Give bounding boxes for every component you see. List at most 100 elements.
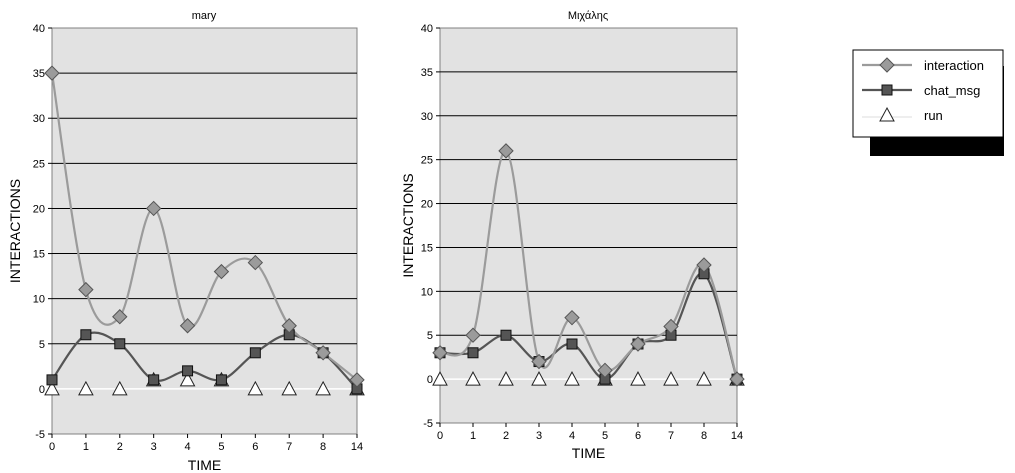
point-run-4 <box>564 371 580 386</box>
point-interaction-2 <box>112 309 128 325</box>
x-tick-label: 4 <box>569 430 575 442</box>
point-chat_msg-3 <box>148 374 160 386</box>
y-tick-label: 5 <box>39 339 45 351</box>
y-tick-label: 0 <box>427 374 433 386</box>
point-interaction-2 <box>498 143 514 159</box>
point-interaction-14 <box>729 371 745 387</box>
x-tick-label: 1 <box>83 441 89 453</box>
chart-mary: -5 0 5 10 15 20 25 30 35 40 0 1 2 3 4 5 6 7 8 14 mary TIME INT… <box>7 10 365 473</box>
point-interaction-6 <box>247 254 264 271</box>
x-tick-label: 0 <box>49 441 55 453</box>
legend-marker-chat_msg <box>881 84 893 96</box>
point-run-6 <box>247 380 264 396</box>
x-tick-label: 5 <box>602 430 608 442</box>
y-axis-label: INTERACTIONS <box>7 179 23 283</box>
x-tick-label: 5 <box>218 441 224 453</box>
y-tick-label: 30 <box>421 111 433 123</box>
series-line-chat_msg <box>439 272 739 381</box>
chart-title: Μιχάλης <box>568 10 608 22</box>
x-tick-label: 14 <box>351 441 363 453</box>
x-tick-label: 1 <box>470 430 476 442</box>
point-run-3 <box>531 371 547 386</box>
legend-marker-run <box>879 106 895 122</box>
point-interaction-3 <box>145 200 162 217</box>
y-tick-label: -5 <box>423 418 433 430</box>
x-tick-label: 3 <box>151 441 157 453</box>
point-run-1 <box>78 380 94 396</box>
point-run-2 <box>498 371 514 386</box>
y-tick-label: 15 <box>33 249 45 261</box>
y-tick-label: 35 <box>33 68 45 80</box>
x-tick-label: 8 <box>320 441 326 453</box>
point-run-8 <box>696 371 712 386</box>
x-tick-label: 7 <box>286 441 292 453</box>
point-chat_msg-0 <box>46 374 58 386</box>
y-tick-label: 20 <box>33 203 45 215</box>
y-tick-label: 25 <box>421 155 433 167</box>
legend-label-run: run <box>924 108 943 123</box>
x-tick-label: 0 <box>437 430 443 442</box>
x-tick-label: 6 <box>635 430 641 442</box>
point-interaction-14 <box>349 372 365 388</box>
chart-michalis: -5 0 5 10 15 20 25 30 35 40 0 1 2 3 4 5 6 7 8 14 Μιχάλης TIME… <box>400 10 745 461</box>
point-run-6 <box>630 371 646 386</box>
point-run-7 <box>663 371 679 386</box>
y-tick-label: 10 <box>421 286 433 298</box>
legend-label-chat_msg: chat_msg <box>924 83 980 98</box>
y-tick-label: 15 <box>421 242 433 254</box>
point-interaction-4 <box>564 309 580 326</box>
point-interaction-1 <box>78 281 94 298</box>
x-tick-label: 2 <box>503 430 509 442</box>
y-tick-label: 20 <box>421 199 433 211</box>
y-tick-label: 5 <box>427 330 433 342</box>
point-chat_msg-2 <box>500 329 512 341</box>
point-interaction-0 <box>432 345 448 361</box>
x-tick-label: 14 <box>731 430 743 442</box>
y-tick-label: 30 <box>33 113 45 125</box>
point-run-8 <box>315 380 331 396</box>
point-interaction-8 <box>315 345 331 361</box>
x-tick-label: 7 <box>668 430 674 442</box>
x-axis-label: TIME <box>572 445 605 461</box>
point-run-0 <box>432 371 448 386</box>
point-chat_msg-1 <box>467 347 479 359</box>
point-interaction-6 <box>630 336 646 352</box>
x-tick-label: 4 <box>184 441 190 453</box>
y-axis-label: INTERACTIONS <box>400 173 416 277</box>
point-run-0 <box>44 380 60 396</box>
point-chat_msg-6 <box>249 347 261 359</box>
point-run-4 <box>179 371 196 387</box>
y-tick-label: 35 <box>421 67 433 79</box>
y-tick-label: 25 <box>33 158 45 170</box>
point-interaction-0 <box>44 65 60 81</box>
point-interaction-5 <box>213 263 230 280</box>
point-chat_msg-5 <box>215 374 227 386</box>
point-chat_msg-4 <box>182 365 194 377</box>
point-chat_msg-2 <box>114 338 126 350</box>
point-chat_msg-4 <box>566 338 578 350</box>
point-interaction-1 <box>465 327 481 343</box>
y-tick-label: -5 <box>35 429 45 441</box>
point-interaction-4 <box>179 318 196 334</box>
y-tick-label: 40 <box>421 23 433 35</box>
point-run-7 <box>281 380 298 396</box>
x-axis-label: TIME <box>188 457 221 473</box>
chart-title: mary <box>192 10 217 22</box>
x-tick-label: 6 <box>252 441 258 453</box>
plot-area <box>51 27 358 435</box>
point-interaction-3 <box>531 353 547 370</box>
point-run-2 <box>111 380 128 396</box>
point-interaction-8 <box>696 257 712 273</box>
y-tick-label: 40 <box>33 23 45 35</box>
y-tick-label: 0 <box>39 384 45 396</box>
point-run-1 <box>465 371 481 386</box>
x-tick-label: 2 <box>117 441 123 453</box>
point-interaction-5 <box>597 362 613 379</box>
x-tick-label: 8 <box>701 430 707 442</box>
legend-marker-interaction <box>879 57 895 73</box>
point-interaction-7 <box>281 318 297 334</box>
y-tick-label: 10 <box>33 294 45 306</box>
point-interaction-7 <box>663 318 679 335</box>
